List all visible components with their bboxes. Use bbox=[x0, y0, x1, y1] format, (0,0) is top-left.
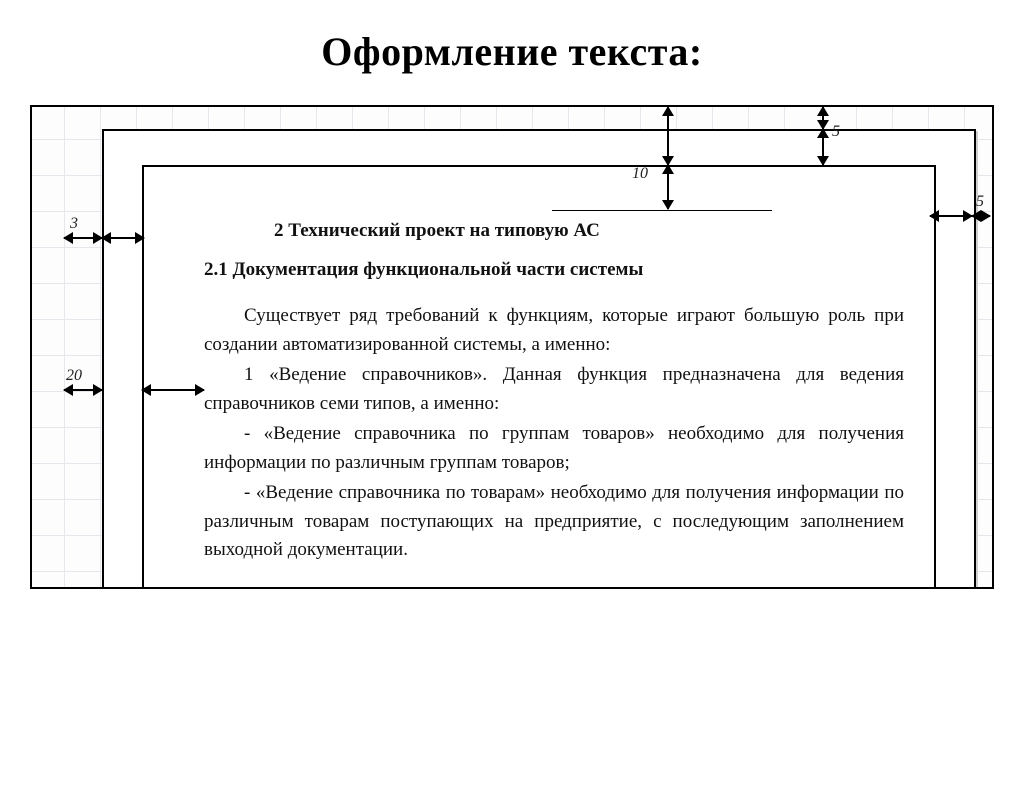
label-top-inner: 10 bbox=[632, 165, 648, 183]
label-top-outer: 5 bbox=[832, 123, 840, 141]
dim-left-outer bbox=[64, 237, 102, 238]
dim-top-outer-a bbox=[822, 107, 823, 129]
paragraph-item-1: 1 «Ведение справочников». Данная функция… bbox=[204, 361, 904, 418]
dim-top-outer-b bbox=[822, 129, 823, 165]
paragraph-intro: Существует ряд требований к функциям, ко… bbox=[204, 302, 904, 359]
dim-left-inner-b bbox=[142, 389, 204, 390]
dim-right-b bbox=[972, 215, 990, 216]
document-body: 2 Технический проект на типовую АС 2.1 Д… bbox=[204, 217, 904, 567]
paragraph-bullet-1: - «Ведение справочника по группам товаро… bbox=[204, 420, 904, 477]
heading-section-2-1: 2.1 Документация функциональной части си… bbox=[204, 256, 904, 285]
heading-section-2: 2 Технический проект на типовую АС bbox=[274, 217, 904, 246]
label-left-inner: 20 bbox=[66, 367, 82, 385]
screenshot-viewport: 2 Технический проект на типовую АС 2.1 Д… bbox=[30, 105, 994, 589]
paragraph-bullet-2: - «Ведение справочника по товарам» необх… bbox=[204, 479, 904, 565]
slide-title: Оформление текста: bbox=[0, 28, 1024, 75]
page-inner-frame: 2 Технический проект на типовую АС 2.1 Д… bbox=[142, 165, 936, 589]
label-right: 5 bbox=[976, 193, 984, 211]
heading-measure-line bbox=[552, 210, 772, 211]
label-left-outer: 3 bbox=[70, 215, 78, 233]
dim-top-inner-a bbox=[667, 107, 668, 165]
dim-right-a bbox=[930, 215, 972, 216]
dim-left-outer-right bbox=[102, 237, 144, 238]
dim-top-inner-b bbox=[667, 165, 668, 209]
dim-left-inner-a bbox=[64, 389, 102, 390]
